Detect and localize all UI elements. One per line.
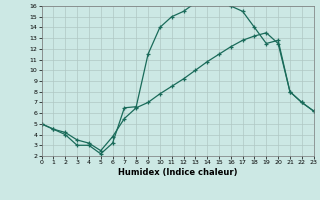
X-axis label: Humidex (Indice chaleur): Humidex (Indice chaleur) [118, 168, 237, 177]
